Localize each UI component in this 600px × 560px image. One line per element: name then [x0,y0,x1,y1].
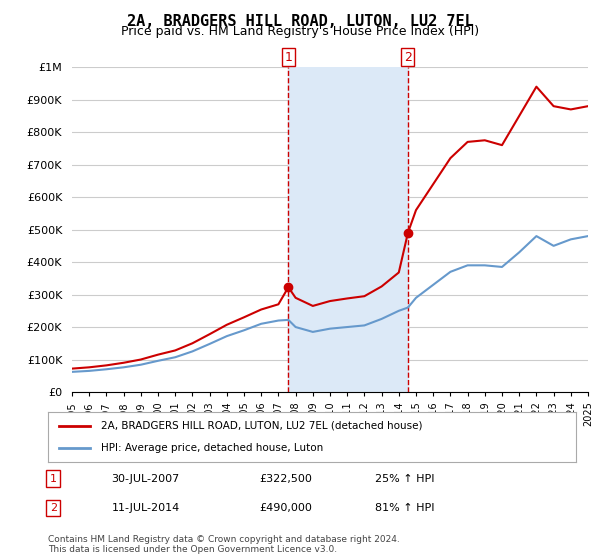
Text: 1: 1 [284,51,292,64]
Text: 30-JUL-2007: 30-JUL-2007 [112,474,179,484]
Text: 2A, BRADGERS HILL ROAD, LUTON, LU2 7EL: 2A, BRADGERS HILL ROAD, LUTON, LU2 7EL [127,14,473,29]
Text: 11-JUL-2014: 11-JUL-2014 [112,503,179,513]
Text: HPI: Average price, detached house, Luton: HPI: Average price, detached house, Luto… [101,443,323,453]
Text: Contains HM Land Registry data © Crown copyright and database right 2024.
This d: Contains HM Land Registry data © Crown c… [48,535,400,554]
Text: £490,000: £490,000 [259,503,312,513]
Bar [289,67,408,392]
Text: 2: 2 [404,51,412,64]
Text: £322,500: £322,500 [259,474,312,484]
Text: 1: 1 [50,474,57,484]
Text: 2: 2 [50,503,57,513]
Text: 81% ↑ HPI: 81% ↑ HPI [376,503,435,513]
Text: 2A, BRADGERS HILL ROAD, LUTON, LU2 7EL (detached house): 2A, BRADGERS HILL ROAD, LUTON, LU2 7EL (… [101,421,422,431]
Text: 25% ↑ HPI: 25% ↑ HPI [376,474,435,484]
Text: Price paid vs. HM Land Registry's House Price Index (HPI): Price paid vs. HM Land Registry's House … [121,25,479,38]
